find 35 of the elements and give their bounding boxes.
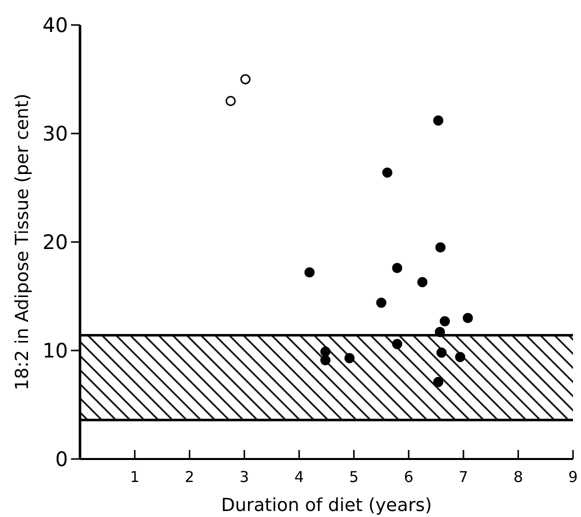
point <box>440 316 450 326</box>
point <box>417 277 428 288</box>
x-tick-label: 8 <box>513 468 523 486</box>
point <box>455 352 466 362</box>
y-tick-label: 40 <box>42 13 68 37</box>
point <box>392 262 402 274</box>
x-axis-title: Duration of diet (years) <box>221 495 432 516</box>
x-tick-label: 3 <box>240 468 250 486</box>
point <box>433 376 444 388</box>
point <box>382 167 392 178</box>
x-tick-label: 2 <box>184 468 194 486</box>
x-tick-label: 7 <box>458 468 468 486</box>
x-tick-label: 5 <box>349 468 359 486</box>
point <box>320 346 331 357</box>
point <box>376 298 386 308</box>
point <box>435 242 446 253</box>
y-axis-title: 18:2 in Adipose Tissue (per cent) <box>12 94 33 390</box>
point <box>320 355 331 366</box>
point <box>226 96 236 106</box>
point <box>304 267 315 278</box>
point <box>434 326 446 338</box>
x-tick-label: 1 <box>130 468 140 486</box>
point <box>240 74 251 84</box>
point <box>392 338 402 350</box>
y-tick-label: 10 <box>42 338 68 362</box>
point <box>344 352 355 364</box>
point <box>433 115 444 126</box>
y-tick-label: 0 <box>55 447 68 471</box>
x-tick-label: 9 <box>568 468 578 486</box>
x-tick-label: 6 <box>404 468 414 486</box>
y-tick-label: 20 <box>42 230 68 254</box>
x-tick-label: 4 <box>294 468 304 486</box>
y-tick-label: 30 <box>42 122 68 146</box>
point <box>436 348 447 358</box>
point <box>462 312 473 324</box>
